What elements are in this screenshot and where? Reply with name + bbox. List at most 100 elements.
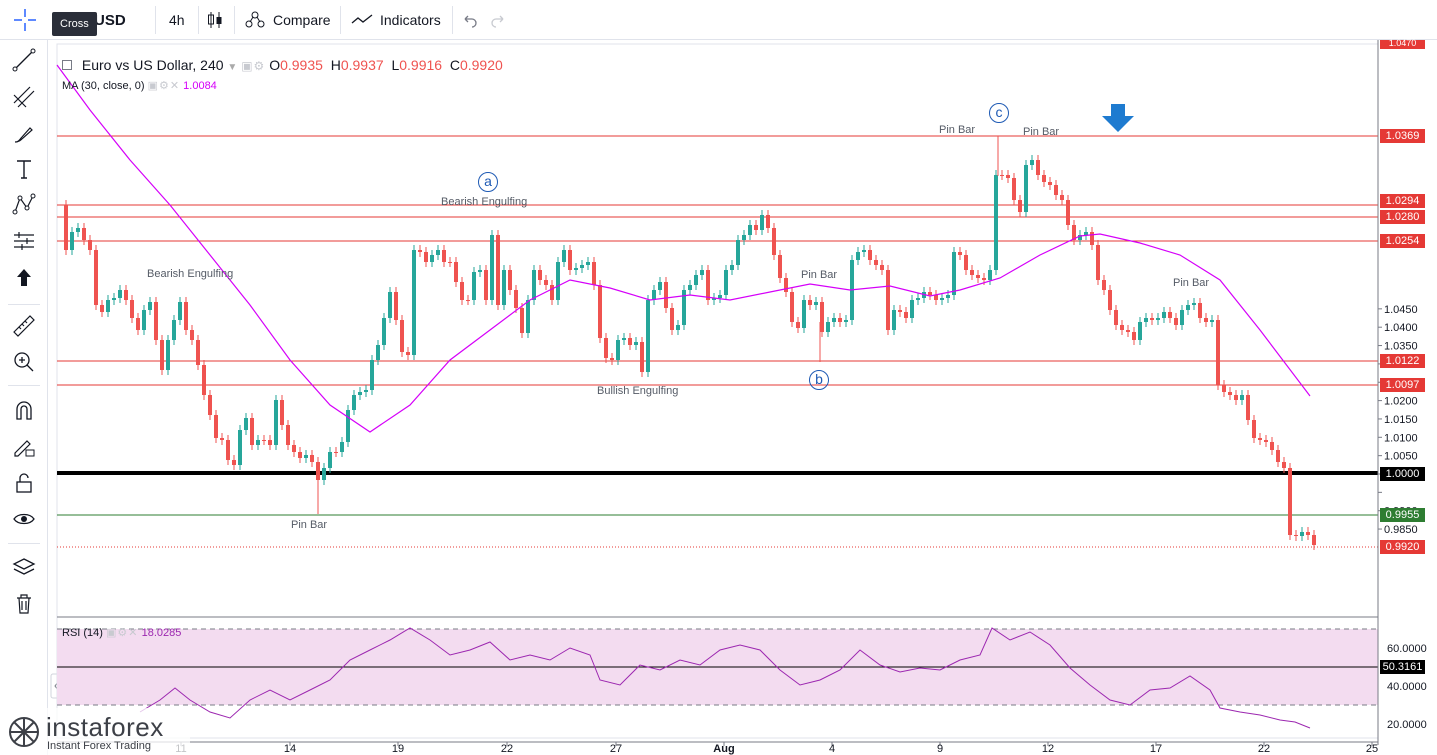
compare-icon[interactable] <box>244 0 266 40</box>
price-label: 1.0280 <box>1380 210 1425 224</box>
settings-icons[interactable]: ▣⚙ <box>241 59 266 73</box>
candle-body <box>1252 420 1256 438</box>
open-value: 0.9935 <box>280 57 323 73</box>
candle-body <box>94 250 98 305</box>
candle-body <box>826 322 830 332</box>
undo-icon[interactable] <box>462 0 478 40</box>
redo-icon[interactable] <box>490 0 506 40</box>
candle-body <box>136 318 140 330</box>
pattern-icon[interactable] <box>10 191 38 219</box>
rsi-tick-label: 60.0000 <box>1387 643 1427 655</box>
price-label: 1.0122 <box>1380 354 1425 368</box>
crosshair-icon[interactable] <box>12 0 40 40</box>
arrow-up-icon[interactable] <box>10 264 38 292</box>
candle-body <box>790 292 794 322</box>
candle-body <box>358 392 362 395</box>
chevron-down-icon[interactable]: ▼ <box>227 62 238 73</box>
indicators-icon[interactable] <box>351 0 373 40</box>
candle-body <box>736 240 740 265</box>
ruler-icon[interactable] <box>10 312 38 340</box>
candle-body <box>532 270 536 300</box>
symbol-label[interactable]: USD <box>94 11 126 29</box>
price-tick-label: 1.0450 <box>1384 304 1418 316</box>
candle-body <box>1168 312 1172 318</box>
candle-body <box>1294 535 1298 536</box>
candle-body <box>742 235 746 240</box>
candle-body <box>1300 532 1304 536</box>
rsi-settings-icons[interactable]: ▣⚙✕ <box>106 627 139 639</box>
candle-body <box>1048 182 1052 185</box>
candles-icon[interactable] <box>206 0 224 40</box>
candle-body <box>1246 395 1250 420</box>
collapse-legend-icon[interactable] <box>62 60 72 70</box>
symbol-title: Euro vs US Dollar, 240 <box>81 57 224 73</box>
candle-body <box>304 455 308 458</box>
candle-body <box>952 252 956 295</box>
candle-body <box>1102 280 1106 290</box>
time-tick-label: 9 <box>937 743 943 755</box>
candle-body <box>1234 395 1238 400</box>
eye-icon[interactable] <box>10 505 38 533</box>
candle-body <box>424 252 428 262</box>
toolbar-divider <box>452 6 453 34</box>
ma-legend-value: 1.0084 <box>183 80 217 92</box>
candle-body <box>550 285 554 300</box>
text-icon[interactable] <box>10 155 38 183</box>
annotation-pin-bar: Pin Bar <box>1023 126 1060 138</box>
indicators-button[interactable]: Indicators <box>380 12 441 28</box>
trend-line-icon[interactable] <box>10 46 38 74</box>
layers-icon[interactable] <box>10 554 38 582</box>
wave-label-c: c <box>989 103 1009 123</box>
interval-button[interactable]: 4h <box>169 12 185 28</box>
rsi-pane <box>57 627 1378 729</box>
candle-body <box>382 318 386 345</box>
candle-body <box>1288 468 1292 535</box>
candle-body <box>1114 310 1118 325</box>
ma-settings-icons[interactable]: ▣⚙✕ <box>147 80 181 92</box>
candle-body <box>568 250 572 270</box>
top-toolbar: USD 4h Compare Indicators Cross <box>0 0 1437 40</box>
time-tick-label: 22 <box>501 743 513 755</box>
candle-body <box>658 282 662 290</box>
candle-body <box>856 252 860 260</box>
price-tick-label: 1.0100 <box>1384 432 1418 444</box>
candle-body <box>586 262 590 265</box>
candle-body <box>994 175 998 270</box>
candle-body <box>1042 175 1046 182</box>
lock-pencil-icon[interactable] <box>10 433 38 461</box>
candle-body <box>1126 330 1130 332</box>
trash-icon[interactable] <box>10 590 38 618</box>
candle-body <box>526 300 530 333</box>
candle-body <box>724 270 728 295</box>
time-tick-label: 4 <box>829 743 835 755</box>
candle-body <box>844 320 848 322</box>
time-tick-label: 17 <box>1150 743 1162 755</box>
unlock-icon[interactable] <box>10 469 38 497</box>
candle-body <box>100 305 104 312</box>
brush-icon[interactable] <box>10 120 38 148</box>
compare-button[interactable]: Compare <box>273 12 331 28</box>
prediction-icon[interactable] <box>10 227 38 255</box>
candle-body <box>1054 185 1058 195</box>
candle-body <box>514 290 518 308</box>
candle-body <box>478 270 482 272</box>
fib-tool-icon[interactable] <box>10 83 38 111</box>
instaforex-logo: instaforex Instant Forex Trading <box>0 708 190 755</box>
ma-legend: MA (30, close, 0) ▣⚙✕ 1.0084 <box>62 79 217 92</box>
candle-body <box>652 290 656 300</box>
annotation-pin-bar: Pin Bar <box>1173 277 1210 289</box>
annotation-bullish-engulfing: Bullish Engulfing <box>597 385 679 397</box>
candle-body <box>1156 318 1160 320</box>
candle-body <box>268 440 272 445</box>
ma-legend-label: MA (30, close, 0) <box>62 80 145 92</box>
candle-body <box>1276 450 1280 462</box>
candle-body <box>322 468 326 480</box>
candle-body <box>502 270 506 305</box>
toolbar-divider <box>198 6 199 34</box>
zoom-icon[interactable] <box>10 348 38 376</box>
candle-body <box>670 308 674 330</box>
time-tick-label: Aug <box>713 743 734 755</box>
magnet-icon[interactable] <box>10 397 38 425</box>
symbol-legend: Euro vs US Dollar, 240 ▼ ▣⚙ O0.9935 H0.9… <box>62 57 503 73</box>
